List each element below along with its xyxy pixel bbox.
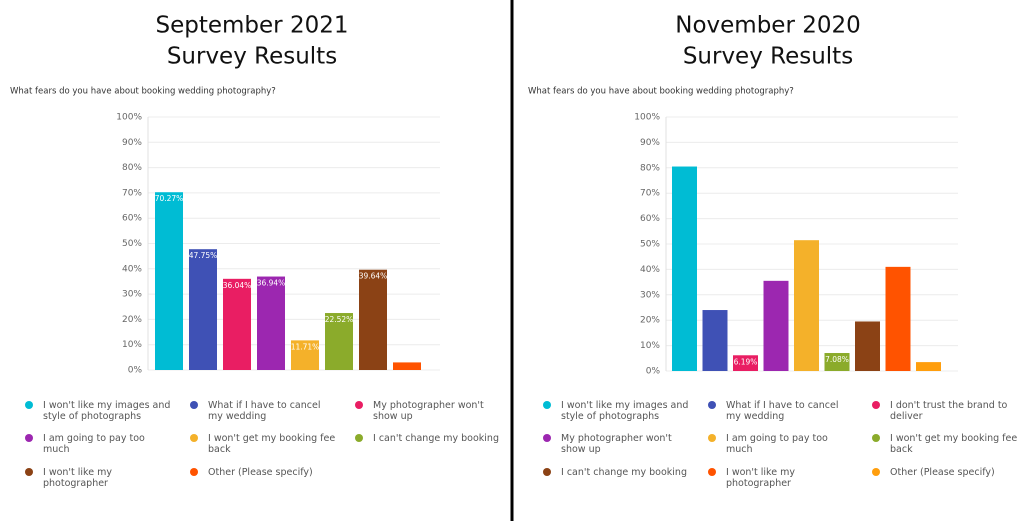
y-tick-label: 20%: [640, 316, 660, 326]
legend-marker: [25, 401, 33, 409]
y-tick-label: 10%: [122, 340, 142, 350]
legend-label: I can't change my booking: [561, 467, 687, 478]
legend-marker: [355, 434, 363, 442]
value-label: 36.94%: [257, 279, 286, 288]
value-label: 22.52%: [325, 315, 354, 324]
y-tick-label: 40%: [640, 265, 660, 275]
y-tick-label: 10%: [640, 341, 660, 351]
bar: [325, 313, 353, 370]
legend-marker: [355, 401, 363, 409]
y-tick-label: 100%: [634, 113, 660, 123]
y-tick-label: 40%: [122, 264, 142, 274]
bar: [702, 310, 728, 371]
bar: [155, 192, 183, 370]
legend-marker: [872, 468, 880, 476]
legend-label: I won't like my images and style of phot…: [561, 400, 689, 422]
legend-label: I won't get my booking fee back: [208, 433, 336, 455]
question: What fears do you have about booking wed…: [528, 87, 794, 97]
legend-label: What if I have to cancel my wedding: [726, 400, 839, 422]
legend-marker: [190, 434, 198, 442]
y-tick-label: 50%: [640, 240, 660, 250]
bar: [763, 280, 789, 371]
legend-label: I won't get my booking fee back: [890, 433, 1018, 455]
y-tick-label: 80%: [122, 163, 142, 173]
y-tick-label: 70%: [640, 189, 660, 199]
value-label: 7.08%: [825, 355, 849, 364]
legend-marker: [25, 434, 33, 442]
bar: [794, 240, 819, 371]
legend-marker: [872, 401, 880, 409]
legend-label: I am going to pay too much: [726, 433, 828, 455]
y-tick-label: 30%: [640, 290, 660, 300]
value-label: 47.75%: [189, 251, 218, 260]
bar: [824, 353, 850, 371]
y-tick-label: 30%: [122, 290, 142, 300]
value-label: 36.04%: [223, 281, 252, 290]
legend-label: I won't like my photographer: [43, 467, 112, 489]
y-tick-label: 60%: [640, 214, 660, 224]
legend-label: My photographer won't show up: [561, 433, 672, 455]
chart-subtitle: Survey Results: [167, 44, 337, 70]
chart-title: November 2020: [675, 13, 861, 39]
value-label: 6.19%: [734, 357, 758, 366]
y-tick-label: 70%: [122, 188, 142, 198]
y-tick-label: 60%: [122, 214, 142, 224]
bar: [291, 340, 319, 370]
legend-marker: [543, 434, 551, 442]
legend-label: I don't trust the brand to deliver: [890, 400, 1008, 422]
y-tick-label: 80%: [640, 163, 660, 173]
legend-label: Other (Please specify): [208, 467, 313, 478]
legend-label: I won't like my photographer: [726, 467, 795, 489]
y-tick-label: 90%: [640, 138, 660, 148]
bar: [359, 269, 387, 370]
bar: [257, 276, 285, 370]
legend-marker: [543, 401, 551, 409]
y-tick-label: 100%: [116, 113, 142, 123]
value-label: 11.71%: [291, 342, 320, 351]
legend-label: What if I have to cancel my wedding: [208, 400, 321, 422]
legend-label: I am going to pay too much: [43, 433, 145, 455]
y-tick-label: 0%: [646, 367, 661, 377]
legend-label: I won't like my images and style of phot…: [43, 400, 171, 422]
y-tick-label: 0%: [128, 366, 143, 376]
legend-label: I can't change my booking: [373, 433, 499, 444]
legend-label: My photographer won't show up: [373, 400, 484, 422]
bar: [223, 278, 251, 370]
bar: [393, 362, 421, 370]
bar: [855, 321, 880, 371]
legend-marker: [190, 468, 198, 476]
legend-marker: [708, 468, 716, 476]
legend-marker: [708, 434, 716, 442]
bar: [885, 266, 911, 371]
legend-label: Other (Please specify): [890, 467, 995, 478]
bar: [672, 166, 697, 371]
chart-subtitle: Survey Results: [683, 44, 853, 70]
legend-marker: [190, 401, 198, 409]
value-label: 39.64%: [359, 272, 388, 281]
y-tick-label: 90%: [122, 138, 142, 148]
bar: [733, 355, 758, 371]
value-label: 70.27%: [155, 194, 184, 203]
legend-marker: [543, 468, 551, 476]
bar: [916, 362, 941, 371]
bar: [189, 249, 217, 370]
legend-marker: [708, 401, 716, 409]
y-tick-label: 20%: [122, 315, 142, 325]
legend-marker: [25, 468, 33, 476]
question: What fears do you have about booking wed…: [10, 87, 276, 97]
legend-marker: [872, 434, 880, 442]
chart-title: September 2021: [156, 13, 349, 39]
y-tick-label: 50%: [122, 239, 142, 249]
